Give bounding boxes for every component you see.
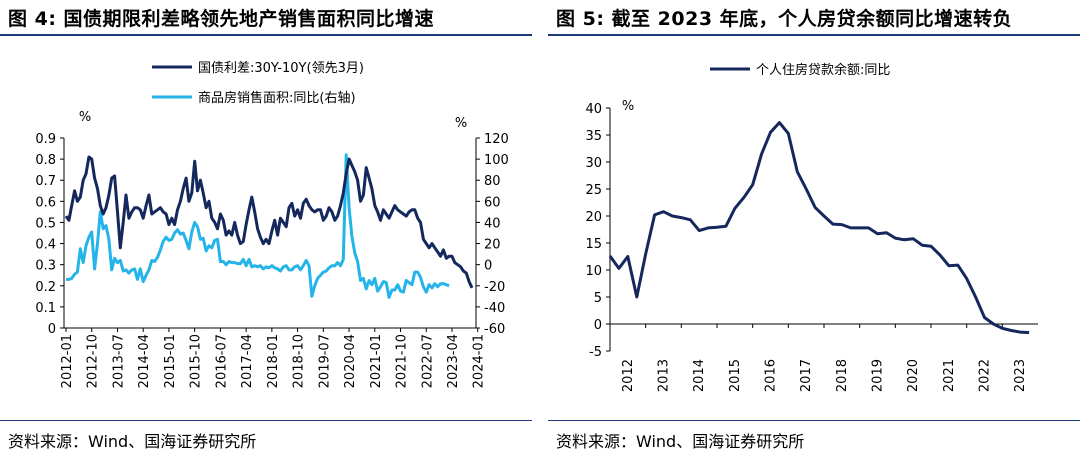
x-tick-label: 2018-10 xyxy=(292,334,307,388)
x-tick-label: 2019 xyxy=(871,359,886,392)
right-figure-title: 图 5: 截至 2023 年底，个人房贷余额同比增速转负 xyxy=(556,8,1013,30)
left-chart: 0 0.1 0.2 0.3 0.4 0.5 0.6 0.7 0.8 0.9 -60 -40 -20 0 20… xyxy=(35,61,509,388)
left-bottom-rule xyxy=(0,420,532,421)
y-left-unit-label: % xyxy=(79,110,91,125)
y-tick-label: 35 xyxy=(585,129,602,144)
y-right-tick-label: 100 xyxy=(484,153,509,168)
right-title-rule xyxy=(548,34,1080,36)
y-left-tick-label: 0.7 xyxy=(35,174,56,189)
y-right-tick-label: -60 xyxy=(484,322,505,337)
x-tick-label: 2013 xyxy=(657,359,672,392)
x-tick-label: 2020 xyxy=(906,359,921,392)
y-right-tick-label: 120 xyxy=(484,132,509,147)
x-tick-label: 2015-01 xyxy=(163,334,178,388)
y-tick-label: 20 xyxy=(585,210,602,225)
x-tick-label: 2012-01 xyxy=(60,334,75,388)
x-tick-label: 2016-07 xyxy=(214,334,229,388)
x-tick-label: 2014-04 xyxy=(137,334,152,388)
y-tick-label: -5 xyxy=(589,345,602,360)
x-tick-label: 2013-07 xyxy=(111,334,126,388)
right-chart: -5 0 5 10 15 20 25 30 35 40 % 2012 2013 2014 2015 2016 2… xyxy=(585,62,1038,392)
left-title-rule xyxy=(0,34,532,36)
legend-label-mortgage: 个人住房贷款余额:同比 xyxy=(756,62,890,78)
x-tick-label: 2018-01 xyxy=(266,334,281,388)
y-tick-label: 10 xyxy=(585,264,602,279)
y-tick-label: 40 xyxy=(585,102,602,117)
x-tick-label: 2012-10 xyxy=(86,334,101,388)
y-left-tick-label: 0.4 xyxy=(35,238,56,253)
right-bottom-rule xyxy=(548,420,1080,421)
left-figure-panel: 图 4: 国债期限利差略领先地产销售面积同比增速 0 0.1 0.2 0.3 0.4 0.… xyxy=(0,0,532,456)
x-tick-label: 2017-04 xyxy=(240,334,255,388)
y-tick-label: 5 xyxy=(594,291,602,306)
y-right-tick-label: 0 xyxy=(484,259,492,274)
x-tick-label: 2015 xyxy=(728,359,743,392)
series-bond-spread-line xyxy=(64,155,474,289)
x-tick-label: 2023-04 xyxy=(446,334,461,388)
x-tick-label: 2014 xyxy=(692,359,707,392)
y-left-tick-label: 0.1 xyxy=(35,301,56,316)
x-tick-label: 2021 xyxy=(942,359,957,392)
x-tick-label: 2012 xyxy=(621,359,636,392)
x-tick-label: 2022-07 xyxy=(420,334,435,388)
series-mortgage-balance-yoy-line xyxy=(608,121,1030,335)
y-left-tick-label: 0.8 xyxy=(35,153,56,168)
x-tick-label: 2021-01 xyxy=(369,334,384,388)
x-tick-label: 2019-07 xyxy=(317,334,332,388)
x-tick-label: 2016 xyxy=(764,359,779,392)
y-right-unit-label: % xyxy=(455,116,467,131)
x-tick-label: 2017 xyxy=(799,359,814,392)
right-source-note: 资料来源：Wind、国海证券研究所 xyxy=(556,432,805,451)
y-tick-label: 0 xyxy=(594,318,602,333)
x-tick-label: 2021-10 xyxy=(395,334,410,388)
y-tick-label: 25 xyxy=(585,183,602,198)
y-right-tick-label: 40 xyxy=(484,216,501,231)
y-left-tick-label: 0.2 xyxy=(35,280,56,295)
x-tick-label: 2023 xyxy=(1013,359,1028,392)
y-right-tick-label: 80 xyxy=(484,174,501,189)
x-tick-label: 2015-10 xyxy=(189,334,204,388)
y-left-tick-label: 0.5 xyxy=(35,216,56,231)
y-unit-label: % xyxy=(622,99,634,114)
y-tick-label: 15 xyxy=(585,237,602,252)
left-figure-title: 图 4: 国债期限利差略领先地产销售面积同比增速 xyxy=(8,8,435,30)
y-tick-label: 30 xyxy=(585,156,602,171)
y-left-tick-label: 0 xyxy=(48,322,56,337)
y-right-tick-label: 20 xyxy=(484,238,501,253)
x-tick-label: 2020-04 xyxy=(343,334,358,388)
y-left-tick-label: 0.6 xyxy=(35,195,56,210)
right-figure-panel: 图 5: 截至 2023 年底，个人房贷余额同比增速转负 -5 0 5 10 15 20 2… xyxy=(548,0,1080,456)
y-left-tick-label: 0.9 xyxy=(35,132,56,147)
x-tick-label: 2018 xyxy=(835,359,850,392)
x-tick-label: 2024-01 xyxy=(472,334,487,388)
x-tick-label: 2022 xyxy=(978,359,993,392)
series-sales-area-yoy-line xyxy=(66,153,450,299)
y-right-tick-label: 60 xyxy=(484,195,501,210)
y-right-tick-label: -20 xyxy=(484,280,505,295)
left-source-note: 资料来源：Wind、国海证券研究所 xyxy=(8,432,257,451)
y-right-tick-label: -40 xyxy=(484,301,505,316)
y-left-tick-label: 0.3 xyxy=(35,259,56,274)
legend-label-bond-spread: 国债利差:30Y-10Y(领先3月) xyxy=(198,61,364,76)
legend-label-sales-area: 商品房销售面积:同比(右轴) xyxy=(198,90,356,106)
